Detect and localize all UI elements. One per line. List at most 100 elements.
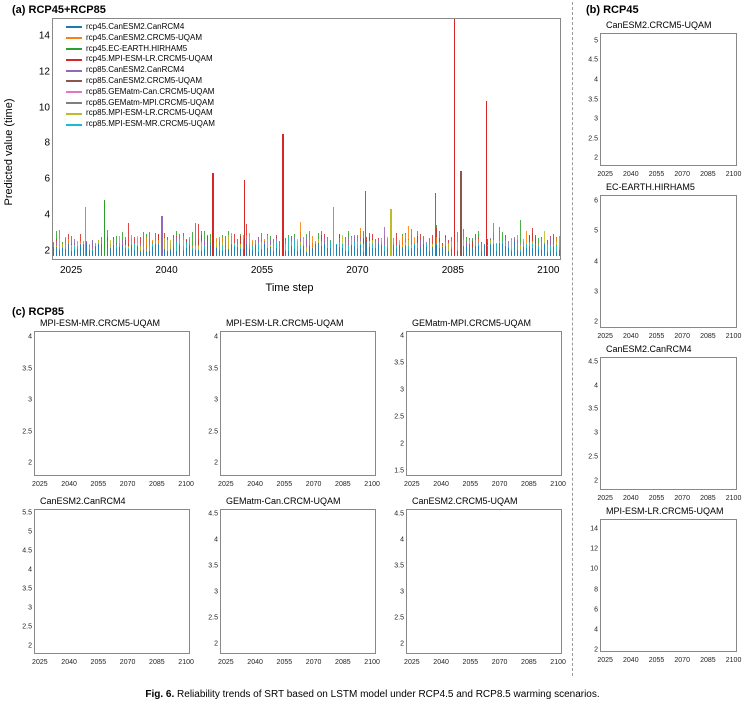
panel-a-ylabel: Predicted value (time) [3, 99, 15, 206]
legend-label: rcp85.MPI-ESM-MR.CRCM5-UQAM [86, 119, 215, 130]
legend-item: rcp85.GEMatm-MPI.CRCM5-UQAM [66, 98, 215, 109]
small-chart-ytick: 2 [214, 460, 218, 467]
small-chart-xtick: 2040 [623, 171, 639, 178]
small-chart-ytick: 5.5 [22, 509, 32, 516]
small-chart-xtick: 2040 [433, 659, 449, 666]
small-chart-xtick: 2025 [597, 171, 613, 178]
small-chart: CanESM2.CRCM5-UQAM22.533.544.52025204020… [384, 496, 566, 668]
panel-a-xtick: 2055 [251, 265, 273, 276]
small-chart-ytick: 3 [594, 430, 598, 437]
small-chart-ytick: 6 [594, 198, 598, 205]
small-chart: MPI-ESM-LR.CRCM5-UQAM2468101214202520402… [578, 506, 741, 666]
small-chart-xtick: 2070 [674, 171, 690, 178]
small-chart-ytick: 2.5 [394, 413, 404, 420]
small-chart-ytick: 3 [400, 588, 404, 595]
small-chart-ytick: 3.5 [588, 96, 598, 103]
small-chart-plot [220, 509, 376, 654]
legend-label: rcp45.EC-EARTH.HIRHAM5 [86, 44, 187, 55]
small-chart-ytick: 4 [594, 626, 598, 633]
small-chart-ytick: 2.5 [588, 453, 598, 460]
small-chart-ytick: 4 [28, 567, 32, 574]
small-chart-ytick: 4 [594, 76, 598, 83]
legend-label: rcp85.GEMatm-MPI.CRCM5-UQAM [86, 98, 214, 109]
small-chart-xtick: 2055 [91, 659, 107, 666]
panel-a-title: (a) RCP45+RCP85 [12, 4, 106, 16]
panel-a-xtick: 2085 [442, 265, 464, 276]
panel-c-rcp85-grid: MPI-ESM-MR.CRCM5-UQAM22.533.542025204020… [12, 318, 567, 674]
small-chart-ytick: 3.5 [22, 586, 32, 593]
small-chart-ytick: 4.5 [588, 57, 598, 64]
panel-a-xtick: 2025 [60, 265, 82, 276]
small-chart-ytick: 4 [214, 334, 218, 341]
panel-b-rcp45-column: (b) RCP45 CanESM2.CRCM5-UQAM22.533.544.5… [578, 4, 741, 674]
small-chart-xtick: 2040 [623, 657, 639, 664]
small-chart-ytick: 10 [590, 566, 598, 573]
small-chart-xtick: 2025 [218, 659, 234, 666]
panel-a-xlabel: Time step [266, 282, 314, 294]
small-chart-plot [406, 331, 562, 476]
small-chart-ytick: 2.5 [208, 614, 218, 621]
small-chart-ytick: 2.5 [394, 614, 404, 621]
small-chart-ytick: 3 [214, 397, 218, 404]
legend-item: rcp85.CanESM2.CanRCM4 [66, 65, 215, 76]
small-chart-ytick: 3.5 [588, 406, 598, 413]
small-chart-xtick: 2025 [218, 481, 234, 488]
small-chart-ytick: 4 [214, 537, 218, 544]
legend-item: rcp85.CanESM2.CRCM5-UQAM [66, 76, 215, 87]
small-chart-xtick: 2055 [277, 659, 293, 666]
caption-label: Fig. 6. [145, 689, 174, 700]
small-chart-ytick: 2 [594, 318, 598, 325]
panel-a-xtick: 2070 [346, 265, 368, 276]
small-chart-xtick: 2055 [649, 171, 665, 178]
small-chart-ytick: 3.5 [208, 365, 218, 372]
legend-swatch [66, 37, 82, 39]
small-chart-xtick: 2070 [674, 495, 690, 502]
small-chart-title: CanESM2.CanRCM4 [606, 344, 741, 354]
small-chart-xtick: 2040 [61, 659, 77, 666]
small-chart-ytick: 14 [590, 526, 598, 533]
small-chart-xtick: 2040 [433, 481, 449, 488]
small-chart-xtick: 2055 [463, 659, 479, 666]
legend-swatch [66, 70, 82, 72]
small-chart: CanESM2.CanRCM422.533.544.555.5202520402… [12, 496, 194, 668]
small-chart-xtick: 2070 [306, 659, 322, 666]
legend-swatch [66, 26, 82, 28]
small-chart-ytick: 4 [594, 382, 598, 389]
small-chart-xtick: 2085 [335, 481, 351, 488]
small-chart-xtick: 2085 [149, 481, 165, 488]
small-chart-xtick: 2040 [61, 481, 77, 488]
small-chart-xtick: 2070 [492, 481, 508, 488]
small-chart-plot [600, 357, 737, 490]
panel-a-ytick: 8 [44, 138, 50, 149]
panel-a-ytick: 2 [44, 246, 50, 257]
caption-text: Reliability trends of SRT based on LSTM … [177, 689, 600, 700]
small-chart-plot [600, 33, 737, 166]
small-chart-title: EC-EARTH.HIRHAM5 [606, 182, 741, 192]
small-chart-xtick: 2085 [521, 481, 537, 488]
panel-a-xtick: 2040 [155, 265, 177, 276]
legend-item: rcp85.MPI-ESM-LR.CRCM5-UQAM [66, 108, 215, 119]
small-chart-xtick: 2070 [306, 481, 322, 488]
small-chart: EC-EARTH.HIRHAM5234562025204020552070208… [578, 182, 741, 342]
small-chart-ytick: 2.5 [208, 428, 218, 435]
small-chart-plot [220, 331, 376, 476]
small-chart-ytick: 2 [214, 640, 218, 647]
small-chart-xtick: 2040 [623, 495, 639, 502]
legend-label: rcp45.CanESM2.CRCM5-UQAM [86, 33, 202, 44]
small-chart-ytick: 8 [594, 586, 598, 593]
small-chart-xtick: 2070 [120, 481, 136, 488]
small-chart-xtick: 2025 [32, 481, 48, 488]
small-chart-xtick: 2040 [247, 481, 263, 488]
small-chart-xtick: 2070 [492, 659, 508, 666]
small-chart-title: CanESM2.CRCM5-UQAM [412, 496, 566, 506]
small-chart-xtick: 2100 [550, 481, 566, 488]
small-chart-xtick: 2025 [597, 333, 613, 340]
legend-item: rcp85.GEMatm-Can.CRCM5-UQAM [66, 87, 215, 98]
small-chart-ytick: 3 [28, 605, 32, 612]
small-chart-xtick: 2025 [32, 659, 48, 666]
small-chart-ytick: 3.5 [394, 562, 404, 569]
small-chart-ytick: 4.5 [588, 358, 598, 365]
small-chart-plot [406, 509, 562, 654]
panel-a-rcp45-rcp85: (a) RCP45+RCP85 Predicted value (time) T… [12, 4, 567, 300]
small-chart-xtick: 2100 [364, 481, 380, 488]
